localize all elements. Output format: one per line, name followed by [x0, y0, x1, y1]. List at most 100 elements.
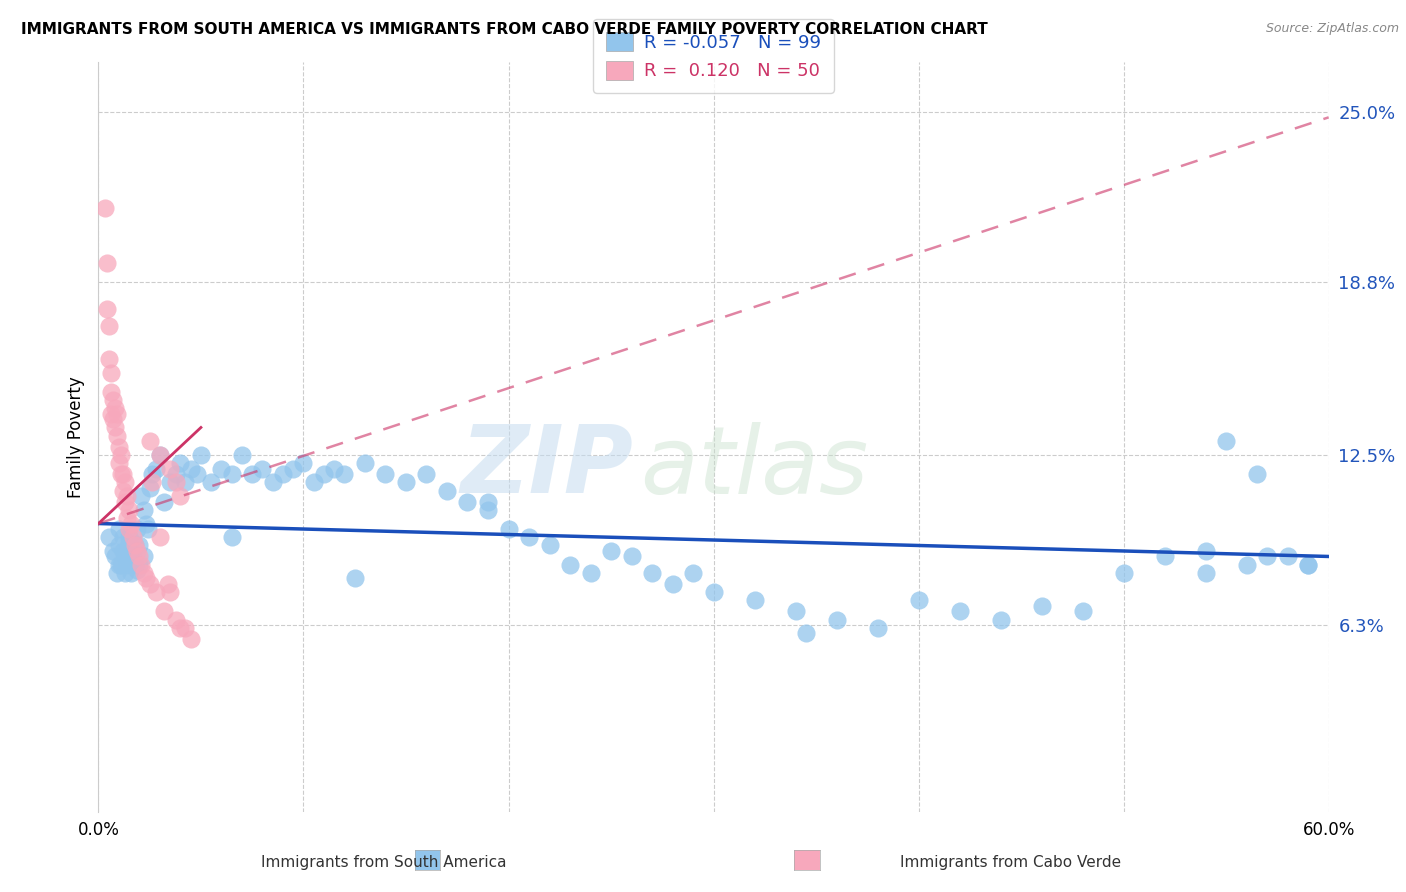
Point: [395, 475, 418, 490]
Point: [231, 448, 253, 462]
Point: [128, 539, 150, 553]
Point: [169, 621, 191, 635]
Point: [825, 613, 848, 627]
Point: [907, 593, 929, 607]
Point: [114, 475, 136, 490]
Point: [949, 604, 972, 618]
Point: [97, 318, 120, 333]
Point: [128, 558, 150, 572]
Point: [211, 461, 233, 475]
Point: [990, 613, 1012, 627]
Point: [118, 530, 141, 544]
Point: [110, 467, 132, 482]
Point: [97, 530, 120, 544]
Point: [538, 539, 561, 553]
Point: [165, 613, 187, 627]
Point: [292, 456, 315, 470]
Point: [138, 577, 160, 591]
Point: [1215, 434, 1237, 449]
Point: [641, 566, 664, 580]
Point: [354, 456, 377, 470]
Point: [186, 467, 208, 482]
Point: [124, 558, 146, 572]
Point: [124, 539, 146, 553]
Point: [785, 604, 807, 618]
Point: [1153, 549, 1175, 564]
Point: [136, 522, 159, 536]
Point: [114, 549, 136, 564]
Point: [1236, 558, 1258, 572]
Point: [165, 475, 187, 490]
Point: [104, 420, 127, 434]
Point: [122, 530, 145, 544]
Point: [866, 621, 889, 635]
Point: [138, 481, 160, 495]
Point: [457, 494, 479, 508]
Point: [1031, 599, 1053, 613]
Point: [661, 577, 683, 591]
Point: [132, 549, 155, 564]
Y-axis label: Family Poverty: Family Poverty: [66, 376, 84, 498]
Text: atlas: atlas: [640, 422, 868, 513]
Point: [159, 461, 181, 475]
Point: [252, 461, 274, 475]
Point: [477, 503, 499, 517]
Point: [703, 585, 725, 599]
Point: [105, 428, 128, 442]
Point: [115, 511, 138, 525]
Point: [114, 566, 136, 580]
Point: [115, 558, 138, 572]
Point: [101, 392, 124, 407]
Point: [558, 558, 581, 572]
Point: [1256, 549, 1278, 564]
Point: [240, 467, 263, 482]
Point: [1296, 558, 1319, 572]
Point: [145, 461, 167, 475]
Point: [620, 549, 643, 564]
Point: [118, 552, 141, 566]
Point: [157, 577, 180, 591]
Point: [100, 366, 122, 380]
Point: [110, 558, 132, 572]
Point: [100, 384, 122, 399]
Point: [97, 351, 120, 366]
Text: Immigrants from Cabo Verde: Immigrants from Cabo Verde: [900, 855, 1121, 870]
Point: [118, 503, 141, 517]
Point: [108, 558, 131, 572]
Text: ZIP: ZIP: [461, 421, 634, 513]
Point: [135, 516, 157, 531]
Point: [173, 621, 195, 635]
Point: [302, 475, 325, 490]
Point: [415, 467, 437, 482]
Point: [1277, 549, 1299, 564]
Point: [343, 571, 366, 585]
Point: [108, 539, 131, 553]
Text: Immigrants from South America: Immigrants from South America: [260, 855, 506, 870]
Point: [153, 494, 176, 508]
Point: [149, 448, 172, 462]
Point: [200, 475, 222, 490]
Point: [221, 530, 243, 544]
Point: [333, 467, 356, 482]
Point: [145, 585, 167, 599]
Point: [682, 566, 704, 580]
Point: [1246, 467, 1268, 482]
Point: [498, 522, 520, 536]
Point: [159, 585, 181, 599]
Point: [180, 461, 202, 475]
Point: [1296, 558, 1319, 572]
Point: [128, 549, 150, 564]
Point: [1195, 544, 1218, 558]
Point: [262, 475, 284, 490]
Point: [149, 448, 172, 462]
Point: [271, 467, 294, 482]
Point: [127, 522, 149, 536]
Point: [159, 475, 181, 490]
Point: [122, 549, 145, 564]
Point: [101, 412, 124, 426]
Point: [131, 558, 153, 572]
Point: [105, 566, 128, 580]
Point: [115, 544, 138, 558]
Point: [600, 544, 623, 558]
Point: [115, 489, 138, 503]
